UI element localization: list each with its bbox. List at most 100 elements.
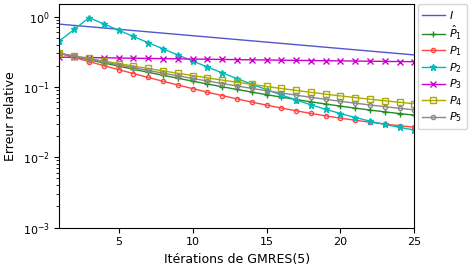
$P_4$ — [146, 67, 151, 70]
$P_1$ — [278, 106, 284, 110]
$P_2$ — [146, 41, 151, 44]
$\hat{P}_1$ — [175, 77, 180, 80]
$\hat{P}_1$ — [308, 100, 314, 103]
$P_1$ — [264, 103, 269, 107]
$P_1$ — [204, 90, 210, 94]
$\hat{P}_1$ — [190, 79, 195, 83]
$P_3$ — [190, 58, 195, 61]
$I$ — [367, 49, 373, 53]
$\hat{P}_1$ — [130, 68, 136, 71]
Line: $P_2$: $P_2$ — [56, 14, 418, 133]
Y-axis label: Erreur relative: Erreur relative — [4, 71, 17, 161]
$P_3$ — [412, 60, 417, 63]
$P_3$ — [86, 56, 92, 59]
$P_3$ — [234, 58, 240, 61]
$P_2$ — [86, 16, 92, 19]
$P_4$ — [190, 74, 195, 77]
$P_1$ — [57, 52, 62, 55]
$P_2$ — [57, 39, 62, 43]
$\hat{P}_1$ — [352, 107, 358, 110]
$P_4$ — [264, 85, 269, 88]
$P_3$ — [278, 59, 284, 62]
$P_5$ — [86, 58, 92, 61]
Line: $P_4$: $P_4$ — [57, 50, 417, 106]
$P_5$ — [264, 89, 269, 92]
$P_2$ — [323, 108, 328, 111]
$I$ — [57, 22, 62, 26]
$\hat{P}_1$ — [160, 74, 166, 77]
$P_2$ — [190, 59, 195, 63]
$\hat{P}_1$ — [116, 65, 122, 68]
$P_1$ — [86, 60, 92, 63]
Line: $P_1$: $P_1$ — [57, 51, 416, 129]
$\hat{P}_1$ — [278, 96, 284, 99]
$P_4$ — [338, 94, 343, 97]
$P_3$ — [101, 56, 106, 59]
$P_3$ — [397, 60, 402, 63]
$P_1$ — [412, 126, 417, 129]
$P_2$ — [308, 103, 314, 106]
Legend: $I$, $\hat{P}_1$, $P_1$, $P_2$, $P_3$, $P_4$, $P_5$: $I$, $\hat{P}_1$, $P_1$, $P_2$, $P_3$, $… — [418, 4, 467, 129]
$P_5$ — [308, 96, 314, 99]
$I$ — [72, 24, 77, 27]
$P_3$ — [323, 59, 328, 62]
$I$ — [160, 32, 166, 35]
$P_4$ — [367, 98, 373, 101]
$P_4$ — [234, 81, 240, 84]
$I$ — [323, 46, 328, 49]
$I$ — [130, 29, 136, 32]
$I$ — [234, 38, 240, 41]
$P_4$ — [130, 65, 136, 68]
$P_3$ — [160, 57, 166, 60]
$P_1$ — [146, 76, 151, 79]
$P_1$ — [160, 80, 166, 83]
$\hat{P}_1$ — [234, 88, 240, 91]
$\hat{P}_1$ — [146, 71, 151, 74]
$\hat{P}_1$ — [219, 85, 225, 88]
$P_5$ — [323, 98, 328, 101]
$\hat{P}_1$ — [367, 109, 373, 112]
$P_3$ — [264, 58, 269, 62]
$\hat{P}_1$ — [264, 93, 269, 96]
$\hat{P}_1$ — [101, 61, 106, 65]
$P_5$ — [382, 105, 388, 108]
$P_2$ — [367, 120, 373, 123]
$P_3$ — [352, 59, 358, 63]
$P_5$ — [412, 108, 417, 112]
$P_1$ — [190, 87, 195, 90]
$I$ — [278, 42, 284, 45]
$P_2$ — [116, 29, 122, 32]
$\hat{P}_1$ — [338, 104, 343, 108]
$P_2$ — [160, 47, 166, 50]
$I$ — [175, 33, 180, 36]
$\hat{P}_1$ — [397, 112, 402, 115]
$\hat{P}_1$ — [323, 102, 328, 106]
X-axis label: Itérations de GMRES(5): Itérations de GMRES(5) — [164, 253, 310, 266]
$\hat{P}_1$ — [72, 55, 77, 58]
$P_4$ — [219, 79, 225, 82]
$P_1$ — [249, 100, 254, 104]
$P_1$ — [293, 109, 299, 112]
$P_4$ — [72, 54, 77, 58]
$P_1$ — [323, 114, 328, 117]
$I$ — [293, 43, 299, 46]
$I$ — [264, 40, 269, 44]
$P_3$ — [146, 57, 151, 60]
$I$ — [219, 37, 225, 40]
$I$ — [382, 51, 388, 54]
$I$ — [308, 44, 314, 48]
$\hat{P}_1$ — [412, 114, 417, 117]
$P_3$ — [175, 57, 180, 60]
$P_1$ — [382, 122, 388, 126]
$P_1$ — [130, 72, 136, 75]
$P_2$ — [72, 28, 77, 31]
$I$ — [397, 52, 402, 55]
$P_5$ — [249, 87, 254, 90]
$P_4$ — [160, 69, 166, 73]
$P_5$ — [160, 72, 166, 75]
$P_1$ — [308, 112, 314, 115]
$P_3$ — [382, 60, 388, 63]
$P_1$ — [234, 97, 240, 100]
$P_5$ — [190, 77, 195, 80]
$P_5$ — [146, 69, 151, 72]
